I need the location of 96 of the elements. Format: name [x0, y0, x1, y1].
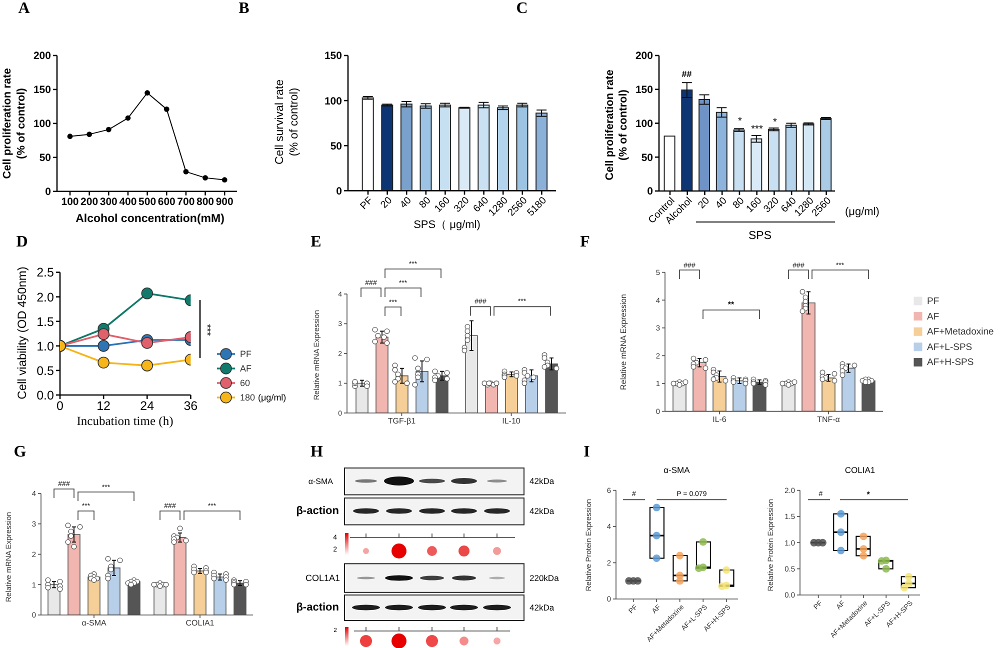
annotation: * [773, 116, 778, 128]
legend-label: AF+L-SPS [927, 341, 972, 352]
y-tick-label: 150 [33, 84, 52, 96]
y-tick-label: 50 [330, 140, 342, 152]
x-tick-label: 500 [138, 196, 156, 208]
text: E [310, 233, 322, 250]
x-tick-label: 36 [184, 398, 198, 413]
y-tick-label: 50 [641, 152, 654, 164]
x-tick-label: 300 [100, 196, 118, 208]
y-tick-label: 150 [324, 50, 342, 62]
legend-label: AF [240, 364, 252, 374]
x-tick-label: 200 [80, 196, 98, 208]
x-tick-label: 12 [96, 398, 111, 413]
x-axis-title: SPS [748, 230, 772, 242]
x-axis-title: Incubation time (h) [76, 414, 174, 428]
text: 220kDa [530, 573, 560, 583]
y-tick-label: 1.0 [36, 339, 54, 354]
y-tick-label: 100 [635, 118, 654, 130]
x-tick-label: COLIA1 [186, 618, 215, 628]
y-tick-label: 0.0 [36, 388, 54, 402]
x-tick-label: 400 [119, 196, 137, 208]
text: B [238, 0, 250, 16]
x-axis-title: Alcohol concentration(mM) [76, 213, 225, 225]
y-tick-label: 0 [647, 186, 654, 198]
y-tick-label: 100 [33, 118, 52, 130]
legend-label: PF [927, 296, 940, 306]
text: *** [202, 324, 212, 336]
x-tick-label: 80 [417, 194, 434, 210]
y-tick-label: 2.0 [36, 290, 54, 304]
text: β-action [296, 505, 340, 517]
legend-label: AF+H-SPS [927, 356, 974, 368]
x-tick-label: 100 [61, 196, 79, 208]
y-tick-label: 150 [635, 84, 654, 96]
x-tick-label: IL-10 [502, 416, 521, 426]
legend-label: PF [240, 349, 252, 359]
x-tick-label: 900 [216, 196, 234, 208]
text: F [580, 233, 590, 250]
y-tick-label: 200 [635, 50, 654, 62]
legend-label: AF [927, 310, 940, 322]
legend-label: 180 [240, 392, 256, 402]
text: H [310, 443, 324, 460]
text: G [14, 443, 27, 460]
y-axis-title: Cell proliferation rate (% of control) [2, 68, 28, 179]
annotation: *** [751, 124, 763, 134]
text: β-action [296, 602, 340, 614]
text: (μg/ml) [845, 206, 880, 218]
x-tick-label: 80 [730, 194, 747, 211]
y-axis-title: Relative mRNA Expression [618, 294, 628, 390]
legend-label: 60 [240, 378, 250, 388]
x-tick-label: 40 [398, 194, 414, 210]
x-tick-label: 160 [432, 194, 452, 214]
x-tick-label: 160 [744, 194, 764, 215]
x-tick-label: 20 [696, 194, 712, 211]
x-tick-label: PF [358, 194, 375, 212]
x-tick-label: 0 [56, 398, 64, 413]
text: 42kDa [530, 602, 554, 612]
text: C [516, 0, 528, 16]
x-tick-label: 20 [378, 194, 394, 210]
x-tick-label: TNF-α [817, 414, 840, 424]
annotation: ** [728, 300, 735, 308]
x-tick-label: 800 [196, 196, 214, 208]
text: (μg/ml) [258, 392, 286, 402]
y-tick-label: 0 [336, 185, 342, 198]
x-tick-label: 24 [140, 398, 154, 413]
x-tick-label: 700 [177, 196, 195, 208]
y-axis-title: Cell proliferation rate (% of control) [604, 70, 630, 180]
y-tick-label: 0.5 [36, 364, 54, 378]
y-tick-label: 200 [33, 50, 52, 62]
text: α-SMA [308, 476, 334, 486]
x-tick-label: α-SMA [82, 618, 107, 628]
x-tick-label: 600 [158, 196, 176, 208]
x-axis-title: SPS（ μg/ml) [414, 219, 480, 231]
y-tick-label: 2.5 [36, 266, 54, 280]
y-tick-label: 100 [324, 95, 342, 108]
text: I [584, 443, 590, 460]
text: A [18, 0, 30, 16]
x-tick-label: 40 [713, 194, 730, 211]
x-tick-label: 320 [452, 194, 472, 214]
y-tick-label: 1.5 [36, 314, 54, 329]
y-axis-title: Cell viability (OD 450nm) [15, 266, 29, 400]
x-tick-label: TGF-β1 [388, 416, 416, 426]
legend-label: AF+Metadoxine [927, 326, 994, 338]
chart-title: α-SMA [664, 465, 690, 475]
annotation: ## [682, 69, 692, 79]
chart-title: COLIA1 [844, 465, 876, 475]
annotation: * [866, 490, 871, 498]
y-tick-label: 0 [45, 186, 52, 198]
text: COL1A1 [305, 573, 340, 583]
text: 42kDa [530, 506, 554, 516]
text: 42kDa [530, 476, 554, 486]
y-tick-label: 50 [39, 152, 52, 164]
x-tick-label: IL-6 [712, 414, 727, 424]
y-axis-title: Cell survival rate (% of control) [274, 80, 300, 164]
text: D [16, 233, 28, 250]
annotation: * [738, 116, 742, 126]
x-tick-label: 320 [762, 194, 782, 215]
